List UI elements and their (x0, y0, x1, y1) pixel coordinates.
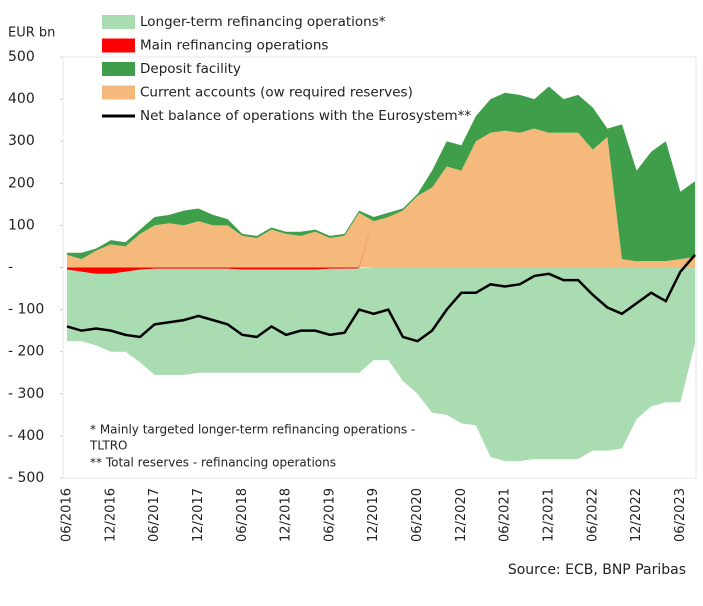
y-tick-label: - 400 (8, 428, 44, 444)
x-tick-label: 06/2021 (498, 488, 513, 542)
y-tick-label: 400 (8, 91, 35, 107)
y-tick-label: - 500 (8, 470, 44, 486)
y-tick-label: - 300 (8, 386, 44, 402)
legend-swatch (102, 38, 135, 53)
annotation: ** Total reserves - refinancing operatio… (90, 456, 336, 470)
x-tick-label: 06/2020 (410, 488, 425, 542)
area (67, 86, 695, 262)
legend-label: Current accounts (ow required reserves) (140, 85, 413, 101)
x-tick-label: 06/2019 (322, 488, 337, 542)
legend-label: Main refinancing operations (140, 38, 328, 54)
x-tick-label: 12/2016 (103, 488, 118, 542)
legend-label: Longer-term refinancing operations* (140, 14, 386, 30)
y-tick-label: - 100 (8, 302, 44, 318)
area (67, 267, 695, 462)
y-tick-label: - (8, 260, 13, 276)
y-axis-label: EUR bn (8, 26, 55, 41)
x-tick-label: 12/2017 (191, 488, 206, 542)
x-tick-label: 12/2021 (541, 488, 556, 542)
annotation: * Mainly targeted longer-term refinancin… (90, 423, 415, 437)
y-tick-label: 100 (8, 217, 35, 233)
annotation: TLTRO (89, 439, 127, 453)
y-tick-label: 300 (8, 133, 35, 149)
x-tick-label: 12/2020 (454, 488, 469, 542)
legend-label: Deposit facility (140, 61, 241, 77)
x-tick-label: 12/2022 (629, 488, 644, 542)
x-tick-label: 12/2018 (279, 488, 294, 542)
x-tick-label: 06/2023 (673, 488, 688, 542)
source: Source: ECB, BNP Paribas (508, 562, 686, 578)
legend-swatch (102, 62, 135, 76)
area (67, 128, 695, 268)
legend-swatch (102, 85, 135, 100)
x-tick-label: 06/2017 (147, 488, 162, 542)
y-tick-label: 200 (8, 175, 35, 191)
x-tick-label: 12/2019 (366, 488, 381, 542)
x-tick-label: 06/2016 (60, 488, 75, 542)
legend-label: Net balance of operations with the Euros… (140, 108, 471, 124)
x-tick-label: 06/2018 (235, 488, 250, 542)
y-tick-label: 500 (8, 49, 35, 65)
line (66, 254, 696, 343)
x-tick-label: 06/2022 (585, 488, 600, 542)
legend-swatch (102, 15, 135, 29)
y-tick-label: - 200 (8, 344, 44, 360)
